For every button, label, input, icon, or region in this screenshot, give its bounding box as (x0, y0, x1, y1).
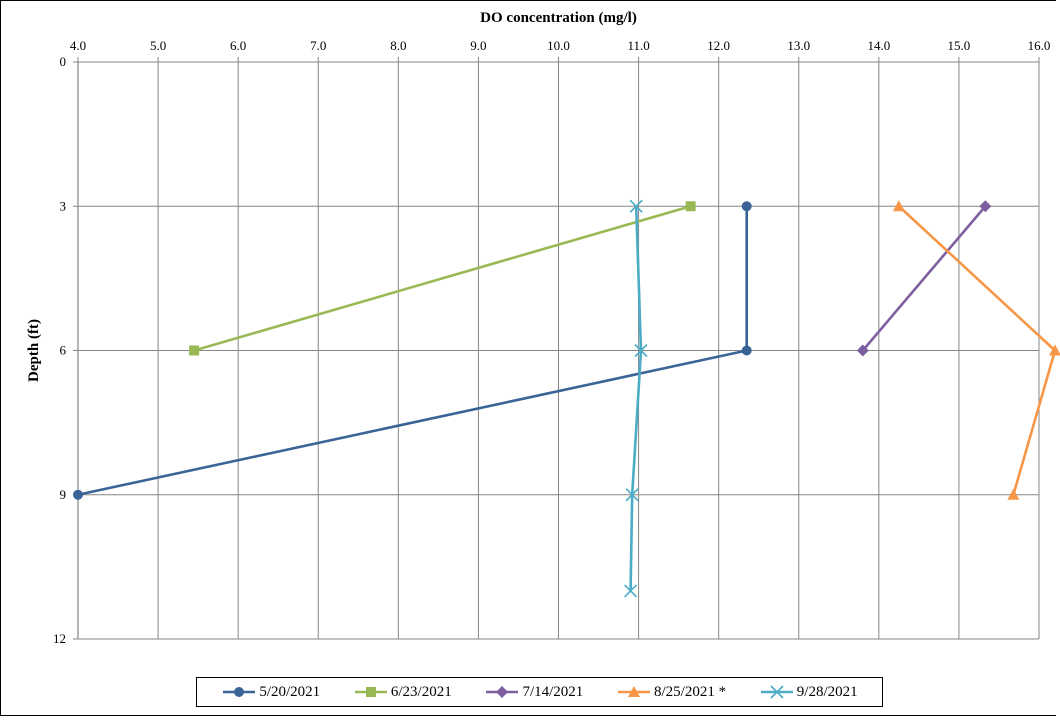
x-tick-label: 11.0 (627, 38, 649, 53)
tick-labels: 4.0 5.0 6.0 7.0 8.0 9.0 10.0 11.0 12.0 13.0 14.0 15… (53, 38, 1050, 646)
legend: 5/20/2021 6/23/2021 7/14/2021 8/25/2021 * 9/… (196, 677, 883, 707)
series-9-28-2021-point (629, 199, 643, 213)
series-9-28-2021-point (625, 488, 639, 502)
legend-swatch (760, 685, 793, 699)
legend-swatch (486, 686, 519, 698)
legend-item: 6/23/2021 (353, 684, 452, 701)
x-tick-label: 12.0 (707, 38, 730, 53)
x-axis-title: DO concentration (mg/l) (480, 10, 637, 26)
y-tick-label: 3 (60, 198, 67, 213)
y-axis-title: Depth (ft) (26, 319, 42, 382)
legend-swatch (617, 686, 650, 697)
legend-item: 5/20/2021 (221, 684, 320, 701)
x-tick-label: 10.0 (547, 38, 570, 53)
x-tick-label: 8.0 (390, 38, 406, 53)
legend-label: 7/14/2021 (522, 683, 584, 700)
legend-marker (627, 686, 640, 697)
series-8-25-2021-point (1007, 488, 1020, 500)
x-tick-label: 9.0 (470, 38, 486, 53)
series-5-20-2021-point (741, 201, 752, 212)
legend-item: 9/28/2021 (759, 684, 858, 701)
y-tick-label: 9 (60, 487, 67, 502)
x-tick-label: 5.0 (150, 38, 166, 53)
legend-swatch (354, 687, 387, 697)
y-tick-label: 0 (60, 54, 67, 69)
legend-label: 9/28/2021 (796, 683, 858, 700)
legend-label: 5/20/2021 (259, 683, 321, 700)
series-8-25-2021-point (1049, 344, 1060, 356)
x-tick-label: 14.0 (867, 38, 890, 53)
series-5-20-2021-point (741, 345, 752, 356)
series-6-23-2021-line (193, 205, 692, 352)
legend-marker (770, 685, 784, 699)
series-8-25-2021-point (892, 200, 905, 212)
series-5-20-2021-point (73, 489, 83, 500)
legend-item: 7/14/2021 (484, 684, 583, 701)
legend-marker (496, 686, 509, 698)
x-tick-label: 13.0 (787, 38, 810, 53)
x-tick-label: 15.0 (948, 38, 971, 53)
series-6-23-2021-point (189, 345, 200, 356)
legend-swatch (223, 687, 256, 697)
series-6-23-2021-point (685, 201, 696, 212)
legend-item: 8/25/2021 * (616, 684, 726, 701)
grid (73, 57, 1040, 640)
series-7-14-2021-line (861, 205, 987, 352)
y-tick-label: 6 (60, 343, 67, 358)
legend-marker (234, 687, 245, 697)
series-9-28-2021-point (624, 584, 638, 598)
series-layer (73, 199, 1060, 598)
legend-marker (365, 687, 376, 697)
legend-label: 6/23/2021 (390, 683, 452, 700)
x-tick-label: 16.0 (1028, 38, 1051, 53)
x-tick-label: 4.0 (70, 38, 86, 53)
y-tick-label: 12 (53, 631, 66, 646)
legend-label: 8/25/2021 * (653, 683, 727, 700)
x-tick-label: 6.0 (230, 38, 246, 53)
series-7-14-2021-point (856, 344, 869, 357)
series-7-14-2021-point (979, 200, 992, 213)
series-9-28-2021-line (629, 206, 643, 591)
x-tick-label: 7.0 (310, 38, 326, 53)
series-9-28-2021-point (634, 343, 648, 358)
